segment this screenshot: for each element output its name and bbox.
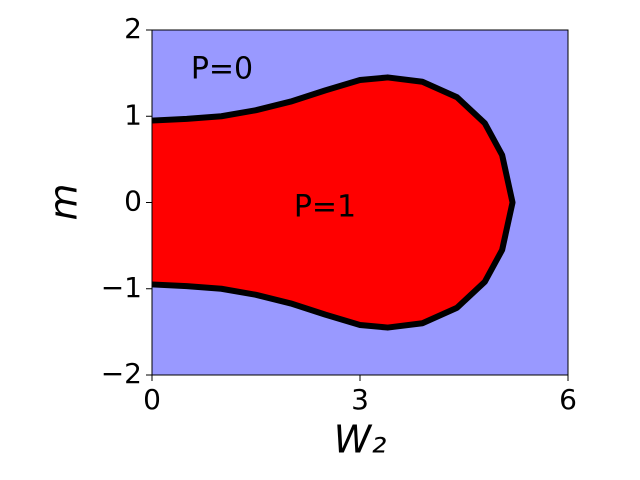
y-tick-label: 1	[124, 98, 142, 131]
region-fill	[152, 77, 513, 328]
annotation: P=0	[191, 52, 253, 87]
y-tick-label: 0	[124, 185, 142, 218]
boundary-line	[151, 74, 516, 331]
y-tick-label: 2	[124, 12, 142, 45]
y-tick-label: −2	[101, 357, 142, 390]
x-axis-label: W₂	[334, 418, 387, 462]
x-tick-label: 0	[143, 383, 161, 416]
annotation: P=1	[294, 190, 356, 225]
y-axis-label: m	[42, 183, 86, 220]
x-tick-label: 3	[351, 383, 369, 416]
y-tick-label: −1	[101, 271, 142, 304]
x-tick-label: 6	[559, 383, 577, 416]
